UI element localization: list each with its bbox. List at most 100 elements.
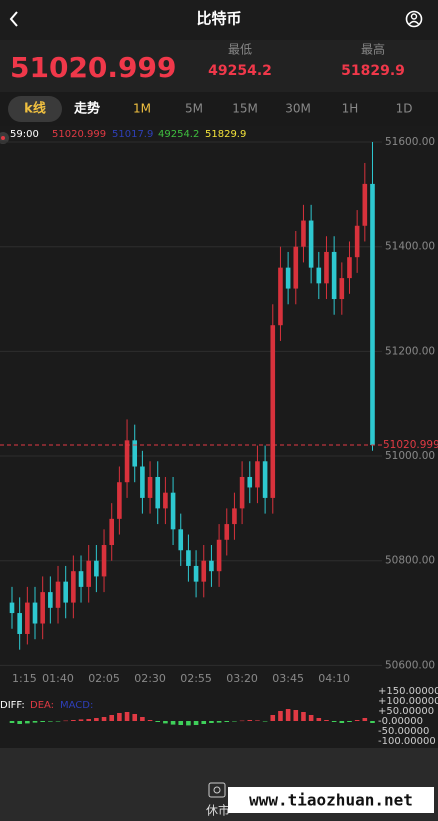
candle-body <box>339 278 345 300</box>
macd-bar <box>331 721 337 722</box>
candle-body <box>163 492 168 509</box>
candle-body <box>63 581 68 603</box>
info-value: 51017.9 <box>112 129 153 140</box>
macd-bar <box>239 720 245 722</box>
macd-bar <box>40 721 45 722</box>
macd-bar <box>17 721 22 724</box>
x-tick-label: 01:40 <box>42 672 74 685</box>
macd-bar <box>339 721 345 723</box>
candle-body <box>324 251 329 284</box>
macd-bar <box>301 712 306 721</box>
macd-bar <box>63 720 68 722</box>
x-tick-label: 02:30 <box>134 672 166 685</box>
y-tick-label: 51200.00 <box>385 345 435 357</box>
info-time: 59:00 <box>10 129 39 140</box>
macd-bar <box>209 721 214 723</box>
macd-bar <box>247 720 253 721</box>
macd-bar <box>285 709 291 721</box>
tab[interactable]: k线 <box>24 101 46 117</box>
candle-body <box>78 571 84 587</box>
candle-body <box>316 267 322 284</box>
macd-bar <box>370 721 375 723</box>
macd-bar <box>178 721 184 725</box>
back-button[interactable] <box>9 11 18 27</box>
candle-body <box>362 183 368 226</box>
candle-body <box>48 592 53 608</box>
candle-body <box>232 508 237 525</box>
candle-body <box>117 482 122 519</box>
macd-bar <box>78 719 84 721</box>
candle-body <box>17 613 22 634</box>
low-price: 49254.2 <box>208 63 272 79</box>
macd-bar <box>354 720 360 721</box>
candle-body <box>239 476 245 509</box>
info-value: 51829.9 <box>205 129 246 140</box>
y-tick-label: 51600.00 <box>385 136 435 148</box>
candle-body <box>354 225 360 258</box>
interval-tab[interactable]: 1H <box>342 102 359 116</box>
candle-body <box>25 602 30 634</box>
macd-tick-label: -50.00000 <box>378 726 429 737</box>
macd-bar <box>316 718 322 721</box>
macd-bar <box>25 721 30 724</box>
x-tick-label: 04:10 <box>318 672 350 685</box>
interval-tab[interactable]: 5M <box>185 102 203 116</box>
macd-bar <box>232 721 237 722</box>
x-tick-label: 03:45 <box>272 672 304 685</box>
macd-bar <box>362 718 368 721</box>
user-button[interactable] <box>405 10 423 28</box>
macd-bar <box>255 720 260 721</box>
candle-body <box>9 602 15 614</box>
macd-legend: DIFF: <box>0 700 25 711</box>
high-price: 51829.9 <box>341 63 405 79</box>
y-tick-label: 50800.00 <box>385 555 435 567</box>
price-panel <box>0 40 438 92</box>
candle-body <box>132 440 138 467</box>
macd-bar <box>94 718 99 721</box>
candle-body <box>301 220 306 247</box>
last-price-label: 51020.999 <box>383 439 438 451</box>
macd-tick-label: +50.00000 <box>378 706 434 717</box>
macd-bar <box>270 715 276 721</box>
macd-legend: MACD: <box>60 700 93 711</box>
macd-bar <box>201 721 207 724</box>
tab-active-bg <box>8 96 62 122</box>
macd-tick-label: -100.00000 <box>378 736 436 747</box>
info-value: 51020.999 <box>52 129 106 140</box>
macd-bar <box>193 721 199 725</box>
candle-body <box>86 560 91 587</box>
macd-bar <box>216 721 222 723</box>
candle-body <box>255 461 260 488</box>
macd-bar <box>109 715 115 721</box>
tab[interactable]: 走势 <box>74 101 100 117</box>
y-tick-label: 51400.00 <box>385 241 435 253</box>
candle-body <box>147 476 153 498</box>
watermark-bg <box>228 787 434 813</box>
candle-body <box>270 325 276 498</box>
interval-tab[interactable]: 1D <box>396 102 413 116</box>
candle-body <box>140 466 145 498</box>
candle-body <box>216 539 222 572</box>
macd-bar <box>132 714 138 721</box>
candle-body <box>55 581 61 608</box>
interval-tab[interactable]: 15M <box>232 102 258 116</box>
tab-bar <box>0 92 438 126</box>
candle-body <box>193 565 199 582</box>
macd-bar <box>147 720 153 721</box>
candle-body <box>32 602 38 624</box>
macd-tick-label: +100.00000 <box>378 696 438 707</box>
y-tick-label: 51000.00 <box>385 450 435 462</box>
candle-body <box>278 267 283 326</box>
info-value: 49254.2 <box>158 129 199 140</box>
candle-body <box>308 220 314 268</box>
candle-body <box>247 476 253 488</box>
interval-tab[interactable]: 30M <box>285 102 311 116</box>
macd-legend: DEA: <box>30 700 54 711</box>
x-tick-label: 02:05 <box>88 672 120 685</box>
macd-tick-label: +150.00000 <box>378 686 438 697</box>
interval-tab[interactable]: 1M <box>133 102 151 116</box>
x-tick-label: 03:20 <box>226 672 258 685</box>
candle-body <box>186 550 191 566</box>
x-tick-label: 02:55 <box>180 672 212 685</box>
candle-body <box>101 545 107 577</box>
